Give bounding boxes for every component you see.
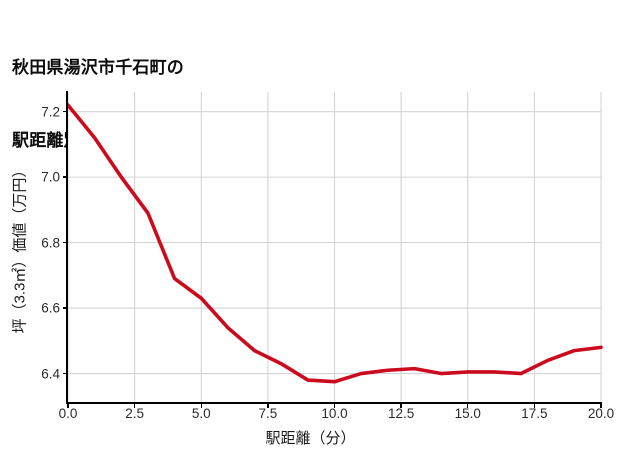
y-tick-label-3: 7.0 [41,169,60,185]
x-tick-mark-8 [600,403,602,408]
x-tick-mark-3 [267,403,269,408]
y-axis-label-wrapper: 坪（3.3㎡）価値（万円） [6,92,32,403]
x-tick-label-6: 15.0 [454,406,481,421]
data-line-series [66,103,603,384]
y-tick-label-1: 6.6 [41,300,60,316]
x-tick-label-8: 20.0 [587,406,615,421]
y-tick-label-2: 6.8 [41,235,60,251]
x-tick-label-3: 7.5 [258,406,278,421]
chart-title-line-1: 秋田県湯沢市千石町の [12,58,184,78]
x-axis-spine [66,401,602,404]
y-tick-mark-4 [62,110,67,113]
y-tick-mark-3 [62,176,67,178]
x-tick-label-0: 0.0 [58,406,78,421]
x-tick-mark-4 [333,403,336,408]
x-tick-label-7: 17.5 [521,406,548,421]
x-tick-mark-7 [533,403,536,408]
x-tick-mark-2 [200,403,202,408]
x-tick-label-4: 10.0 [321,406,348,421]
series-line-坪価値 [66,103,603,384]
y-axis-tick-labels: 6.4 6.6 6.8 7.0 7.2 [0,0,60,465]
y-tick-mark-2 [62,241,67,244]
x-tick-label-2: 5.0 [191,406,211,421]
x-axis-label: 駅距離（分） [265,430,356,447]
x-tick-label-5: 12.5 [387,406,415,421]
y-tick-mark-1 [62,307,67,309]
x-tick-mark-6 [467,403,469,408]
x-tick-mark-1 [133,403,136,408]
y-axis-label: 坪（3.3㎡）価値（万円） [11,162,29,333]
y-axis-spine [66,91,69,404]
x-tick-label-1: 2.5 [125,406,145,421]
x-tick-mark-5 [400,403,402,408]
plot-area [66,92,603,403]
y-tick-label-4: 7.2 [41,104,60,120]
x-tick-mark-0 [67,403,69,408]
grid-lines [67,92,602,403]
y-tick-label-0: 6.4 [41,366,60,382]
y-tick-mark-0 [62,372,67,375]
